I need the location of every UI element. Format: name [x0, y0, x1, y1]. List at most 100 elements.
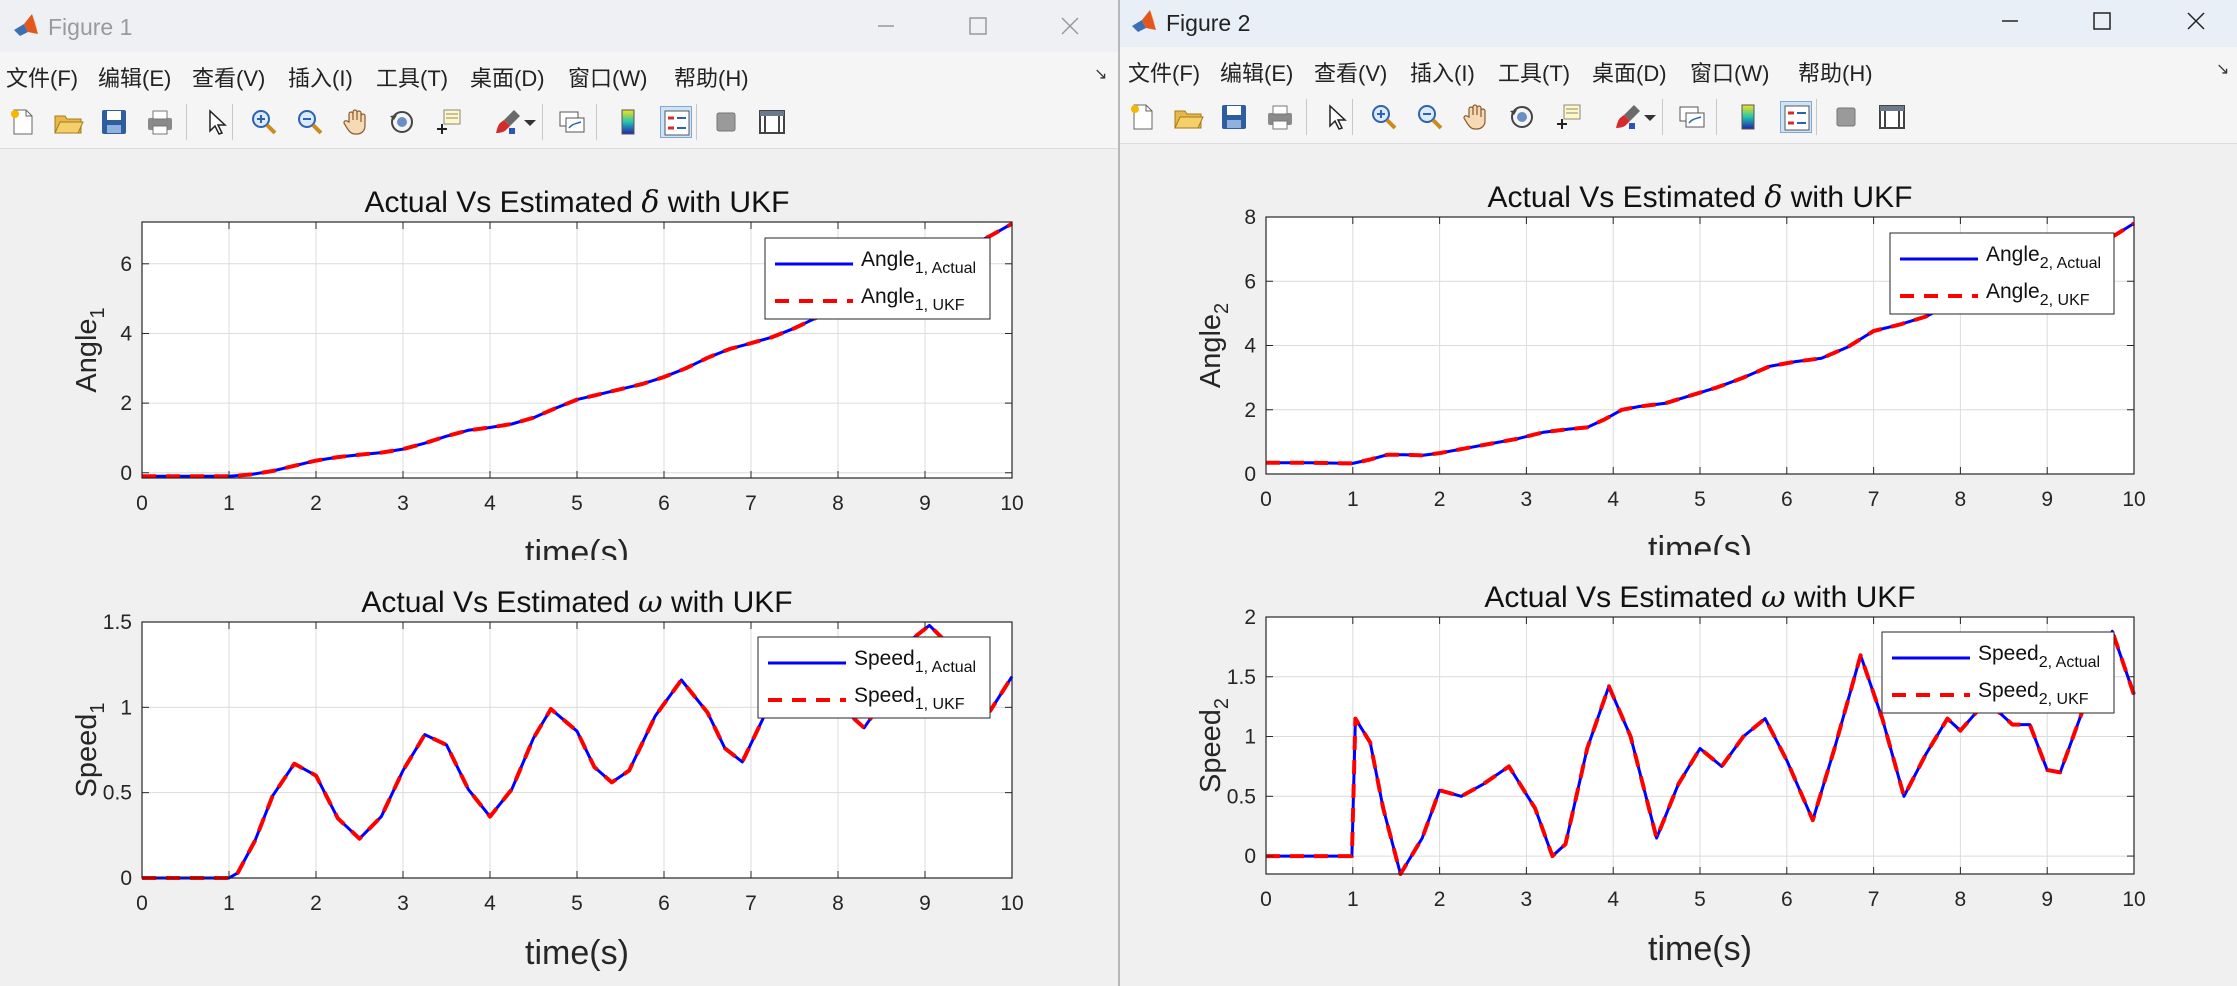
new-figure-button[interactable] [1126, 101, 1158, 133]
legend-button[interactable] [1780, 101, 1812, 133]
pointer-icon [1329, 104, 1347, 130]
menu-view[interactable]: 查看(V) [1314, 61, 1388, 86]
zoom-in-button[interactable] [248, 106, 280, 138]
x-axis-label: time(s) [1648, 930, 1752, 968]
legend-label: Angle1, UKF [861, 285, 965, 314]
pan-hand-button[interactable] [340, 106, 372, 138]
y-axis-label-text: Angle [71, 318, 103, 392]
zoom-out-button[interactable] [1414, 101, 1446, 133]
save-button[interactable] [1218, 101, 1250, 133]
toolbar-separator [542, 104, 543, 140]
legend-button[interactable] [660, 106, 692, 138]
legend-label-subscript: 2, UKF [2040, 292, 2090, 309]
toolbar-separator [1352, 99, 1353, 135]
toolbar-separator [596, 104, 597, 140]
speed2-axes[interactable]: Actual Vs Estimated ω with UKF 0 1 2 3 4 5 6 7 8 9… [1120, 555, 2237, 986]
print-button[interactable] [144, 106, 176, 138]
colorbar-button[interactable] [1732, 101, 1764, 133]
menu-file[interactable]: 文件(F) [6, 66, 79, 91]
zoom-out-button[interactable] [294, 106, 326, 138]
menu-window[interactable]: 窗口(W) [568, 66, 648, 91]
save-icon [102, 110, 126, 134]
figure-1-window[interactable]: Figure 1 文件(F) 编辑(E) 查看(V) 插入(I) 工具(T) 桌… [0, 0, 1118, 986]
legend-label-subscript: 2, UKF [2039, 691, 2089, 708]
minimize-button[interactable] [1978, 0, 2042, 42]
show-plot-tools-icon [759, 110, 785, 134]
menu-file[interactable]: 文件(F) [1128, 61, 1201, 86]
menu-help[interactable]: 帮助(H) [674, 66, 749, 91]
dropdown-arrow-button[interactable] [522, 106, 538, 138]
figure-2-window[interactable]: Figure 2 文件(F) 编辑(E) 查看(V) 插入(I) 工具(T) 桌… [1118, 0, 2237, 986]
show-plot-tools-button[interactable] [756, 106, 788, 138]
x-tick-label: 6 [1781, 488, 1793, 511]
dropdown-arrow-icon [524, 120, 536, 126]
brush-button[interactable] [492, 106, 524, 138]
rotate-3d-button[interactable] [1506, 101, 1538, 133]
legend-label-subscript: 1, Actual [915, 260, 976, 277]
menu-view[interactable]: 查看(V) [192, 66, 266, 91]
menu-insert[interactable]: 插入(I) [288, 66, 353, 91]
show-plot-tools-button[interactable] [1876, 101, 1908, 133]
x-tick-label: 5 [1694, 888, 1706, 911]
x-tick-label: 7 [745, 492, 757, 515]
menu-edit[interactable]: 编辑(E) [1220, 61, 1294, 86]
show-plot-tools-icon [1879, 105, 1905, 129]
data-cursor-icon [1557, 104, 1581, 129]
series-line-ukf[interactable] [142, 221, 1013, 479]
maximize-button[interactable] [946, 0, 1010, 52]
open-file-button[interactable] [52, 106, 84, 138]
colorbar-button[interactable] [612, 106, 644, 138]
x-tick-label: 3 [1521, 888, 1533, 911]
speed1-axes[interactable]: Actual Vs Estimated ω with UKF 0 1 2 3 4 5 6 7 8 9… [0, 560, 1118, 986]
data-cursor-button[interactable] [1552, 101, 1584, 133]
legend-label: Angle2, Actual [1986, 243, 2101, 272]
rotate-3d-button[interactable] [386, 106, 418, 138]
x-tick-label: 5 [571, 892, 583, 915]
menu-tools[interactable]: 工具(T) [376, 66, 449, 91]
zoom-in-button[interactable] [1368, 101, 1400, 133]
dock-figure-button[interactable]: ↘ [2216, 61, 2230, 78]
dock-figure-button[interactable]: ↘ [1094, 66, 1108, 83]
title-bar[interactable]: Figure 2 [1120, 0, 2237, 47]
link-plot-button[interactable] [1676, 101, 1708, 133]
maximize-button[interactable] [2070, 0, 2134, 42]
menu-window[interactable]: 窗口(W) [1690, 61, 1770, 86]
minimize-button[interactable] [854, 0, 918, 52]
menu-tools[interactable]: 工具(T) [1498, 61, 1571, 86]
close-button[interactable] [1038, 0, 1102, 52]
dropdown-arrow-button[interactable] [1642, 101, 1658, 133]
pointer-button[interactable] [200, 106, 232, 138]
data-cursor-icon [437, 109, 461, 134]
angle2-axes[interactable]: Actual Vs Estimated δ with UKF 0 1 2 3 4 5 6 7 8 9… [1120, 155, 2237, 555]
save-button[interactable] [98, 106, 130, 138]
menu-insert[interactable]: 插入(I) [1410, 61, 1475, 86]
brush-button[interactable] [1612, 101, 1644, 133]
zoom-in-icon [1372, 105, 1397, 130]
menu-desktop[interactable]: 桌面(D) [470, 66, 545, 91]
menu-desktop[interactable]: 桌面(D) [1592, 61, 1667, 86]
menu-edit[interactable]: 编辑(E) [98, 66, 172, 91]
x-tick-label: 10 [1000, 892, 1023, 915]
data-cursor-button[interactable] [432, 106, 464, 138]
hide-plot-tools-button[interactable] [710, 106, 742, 138]
menu-help[interactable]: 帮助(H) [1798, 61, 1873, 86]
hide-plot-tools-button[interactable] [1830, 101, 1862, 133]
y-axis-label: Angle2 [1195, 303, 1233, 388]
pan-hand-button[interactable] [1460, 101, 1492, 133]
close-button[interactable] [2164, 0, 2228, 42]
open-file-button[interactable] [1172, 101, 1204, 133]
print-button[interactable] [1264, 101, 1296, 133]
plot-title: Actual Vs Estimated ω with UKF [1484, 580, 1915, 615]
link-plot-button[interactable] [556, 106, 588, 138]
legend-label-subscript: 2, Actual [2039, 654, 2100, 671]
title-bar[interactable]: Figure 1 [0, 0, 1118, 52]
new-figure-button[interactable] [6, 106, 38, 138]
legend-label-text: Angle [1986, 243, 2040, 266]
pointer-button[interactable] [1320, 101, 1352, 133]
colorbar-icon [621, 109, 635, 135]
angle1-axes[interactable]: Actual Vs Estimated δ with UKF 0 1 2 3 4 5 6 7 8 9… [0, 160, 1118, 560]
